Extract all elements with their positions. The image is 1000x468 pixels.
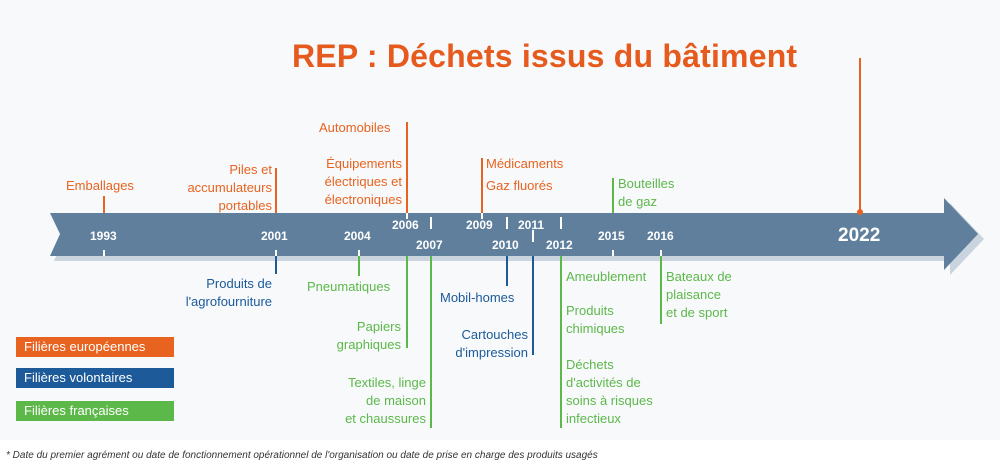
event-piles: Piles et accumulateurs portables (170, 161, 272, 215)
connector-cartouches (532, 256, 534, 355)
event-produits-chimiques-line2: chimiques (566, 321, 625, 336)
year-2012: 2012 (546, 238, 573, 252)
event-papiers-line2: graphiques (336, 337, 401, 352)
event-bateaux-line2: plaisance (666, 287, 721, 302)
event-dasri-line4: infectieux (566, 411, 621, 426)
year-2009: 2009 (466, 218, 493, 232)
event-papiers-line1: Papiers (356, 319, 401, 334)
legend-european: Filières européennes (16, 337, 174, 357)
tick-2016 (660, 250, 662, 256)
event-agrofourniture-line2: l'agrofourniture (185, 294, 272, 309)
connector-2012 (560, 256, 562, 428)
event-bateaux: Bateaux de plaisance et de sport (666, 268, 732, 322)
event-piles-line1: Piles et (229, 162, 272, 177)
event-bateaux-line1: Bateaux de (666, 269, 732, 284)
event-produits-chimiques-line1: Produits (566, 303, 614, 318)
year-2015: 2015 (598, 229, 625, 243)
event-cartouches-line2: d'impression (455, 345, 528, 360)
tick-2009 (481, 213, 483, 219)
event-pneumatiques: Pneumatiques (307, 279, 391, 294)
connector-bateaux (660, 256, 662, 324)
year-2022: 2022 (838, 225, 881, 246)
year-2016: 2016 (647, 229, 674, 243)
event-dasri-line3: soins à risques (566, 393, 653, 408)
year-2010: 2010 (492, 238, 519, 252)
footnote: * Date du premier agrément ou date de fo… (6, 450, 598, 461)
connector-automobiles (406, 122, 408, 213)
year-2006: 2006 (392, 218, 419, 232)
marker-2022 (857, 209, 863, 215)
connector-pneumatiques (358, 256, 360, 276)
event-cartouches-line1: Cartouches (461, 327, 528, 342)
connector-textiles (430, 256, 432, 428)
event-dasri-line2: d'activités de (566, 375, 641, 390)
event-bouteilles-line1: Bouteilles (618, 176, 675, 191)
tick-2010 (506, 217, 508, 229)
event-textiles-line1: Textiles, linge (347, 375, 426, 390)
event-dasri: Déchets d'activités de soins à risques i… (566, 356, 653, 428)
event-agrofourniture: Produits de l'agrofourniture (170, 275, 272, 311)
tick-2006 (406, 213, 408, 219)
event-textiles-line2: de maison (366, 393, 426, 408)
event-equipements-line2: électriques et (324, 174, 402, 189)
event-produits-chimiques: Produits chimiques (566, 302, 625, 338)
event-mobil-homes: Mobil-homes (440, 290, 515, 305)
tick-1993 (103, 250, 105, 256)
event-bateaux-line3: et de sport (666, 305, 728, 320)
connector-2022 (859, 58, 861, 213)
event-medicaments: Médicaments (486, 156, 564, 171)
year-2004: 2004 (344, 229, 371, 243)
year-2007: 2007 (416, 238, 443, 252)
tick-2004 (358, 250, 360, 256)
event-agrofourniture-line1: Produits de (206, 276, 272, 291)
diagram-title: REP : Déchets issus du bâtiment (292, 38, 798, 74)
event-bouteilles-line2: de gaz (618, 194, 658, 209)
event-ameublement: Ameublement (566, 269, 647, 284)
event-bouteilles: Bouteilles de gaz (618, 175, 674, 211)
connector-papiers (406, 256, 408, 348)
tick-2007 (430, 217, 432, 229)
connector-medicaments (481, 158, 483, 213)
event-textiles: Textiles, linge de maison et chaussures (326, 374, 426, 428)
event-dasri-line1: Déchets (566, 357, 614, 372)
event-gaz-fluores: Gaz fluorés (486, 178, 553, 193)
connector-piles (275, 168, 277, 213)
connector-agrofourniture (275, 256, 277, 274)
tick-2011 (532, 230, 534, 242)
year-1993: 1993 (90, 229, 117, 243)
year-2001: 2001 (261, 229, 288, 243)
event-cartouches: Cartouches d'impression (440, 326, 528, 362)
connector-emballages (103, 196, 105, 213)
legend-french: Filières françaises (16, 401, 174, 421)
event-equipements-line1: Équipements (326, 156, 402, 171)
event-equipements: Équipements électriques et électroniques (300, 155, 402, 209)
tick-2012 (560, 217, 562, 229)
connector-bouteilles (612, 178, 614, 213)
tick-2001 (275, 250, 277, 256)
event-equipements-line3: électroniques (324, 192, 402, 207)
event-automobiles: Automobiles (319, 120, 391, 135)
timeline-arrow-body (50, 198, 978, 270)
connector-mobil-homes (506, 256, 508, 286)
legend-voluntary: Filières volontaires (16, 368, 174, 388)
event-emballages: Emballages (66, 178, 134, 193)
tick-2015 (612, 250, 614, 256)
event-textiles-line3: et chaussures (345, 411, 426, 426)
event-piles-line3: portables (218, 198, 272, 213)
event-papiers: Papiers graphiques (330, 318, 401, 354)
diagram-area: REP : Déchets issus du bâtiment 1993 200… (16, 38, 984, 428)
event-piles-line2: accumulateurs (187, 180, 272, 195)
timeline-arrow (50, 198, 984, 275)
year-2011: 2011 (518, 218, 545, 232)
